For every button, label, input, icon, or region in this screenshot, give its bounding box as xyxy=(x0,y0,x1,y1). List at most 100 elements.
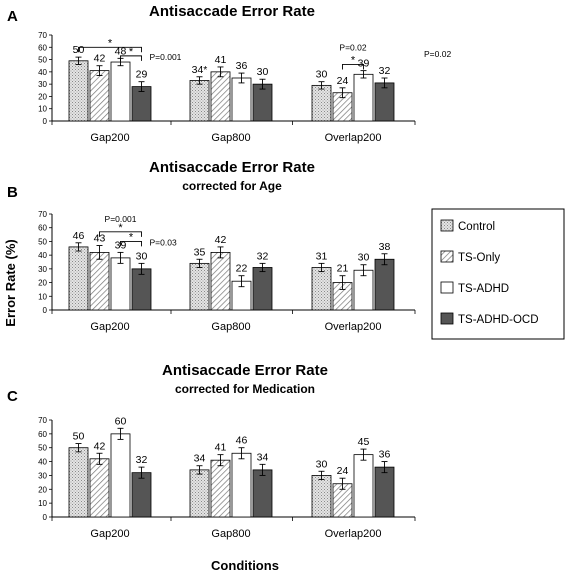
panel-b-significance-bracket xyxy=(99,231,142,237)
legend-swatch-control xyxy=(440,219,454,232)
panel-c-y-tick-label: 60 xyxy=(38,430,47,439)
panel-b-bar-ts-adhd-ocd xyxy=(252,267,273,311)
panel-b-category-label: Gap800 xyxy=(211,321,250,333)
panel-c-bar-control xyxy=(189,469,210,518)
panel-c-bar-ts-adhd-ocd xyxy=(374,466,395,518)
panel-c-y-tick-label: 20 xyxy=(38,485,47,494)
panel-a-title: Antisaccade Error Rate xyxy=(149,3,315,20)
panel-a-category-label: Overlap200 xyxy=(325,132,382,144)
panel-a-bar-ts-adhd-ocd xyxy=(374,82,395,122)
panel-c-value-label: 30 xyxy=(316,458,328,470)
panel-c-y-tick-label: 0 xyxy=(43,513,48,522)
panel-a-significance-star: * xyxy=(108,37,113,49)
panel-c-value-label: 60 xyxy=(115,415,127,427)
panel-b-value-label: 42 xyxy=(215,234,227,246)
panel-b-subtitle: corrected for Age xyxy=(182,179,282,193)
panel-b-bar-control xyxy=(189,262,210,311)
legend-label-control: Control xyxy=(458,221,495,233)
panel-a-value-label: 48 xyxy=(115,45,127,57)
panel-b-category-label: Gap200 xyxy=(90,321,129,333)
panel-b-y-tick-label: 10 xyxy=(38,292,47,301)
legend: Control TS-Only TS-ADHD TS-ADHD-OCD xyxy=(431,208,565,340)
panel-a-p-value: P=0.02 xyxy=(424,49,451,59)
panel-a-y-tick-label: 50 xyxy=(38,56,47,65)
panel-c-y-tick-label: 40 xyxy=(38,458,47,467)
panel-c-subtitle: corrected for Medication xyxy=(175,382,315,396)
panel-c: C Antisaccade Error Rate corrected for M… xyxy=(7,362,328,405)
panel-a-value-label: 30 xyxy=(316,69,328,81)
panel-c-value-label: 34 xyxy=(194,453,206,465)
panel-b-bar-control xyxy=(68,246,89,311)
legend-label-ts-adhd: TS-ADHD xyxy=(458,283,509,295)
panel-c-bar-ts-adhd xyxy=(353,454,374,518)
panel-c-value-label: 50 xyxy=(73,431,85,443)
panel-a-y-tick-label: 20 xyxy=(38,92,47,101)
panel-a-significance-bracket xyxy=(342,64,364,70)
panel-c-value-label: 42 xyxy=(94,440,106,452)
panel-b-letter: B xyxy=(7,184,18,201)
panel-c-bar-ts-adhd xyxy=(231,452,252,518)
panel-a-bar-ts-only xyxy=(89,70,110,122)
panel-c-category-label: Overlap200 xyxy=(325,528,382,540)
panel-a-value-label: 41 xyxy=(215,54,227,66)
panel-a-bar-ts-adhd xyxy=(231,77,252,122)
panel-b-value-label: 21 xyxy=(337,263,349,275)
panel-a-value-label: 42 xyxy=(94,53,106,65)
panel-c-category-label: Gap200 xyxy=(90,528,129,540)
panel-a-value-label: 39 xyxy=(358,58,370,70)
panel-a-value-label: 36 xyxy=(236,60,248,72)
panel-c-bar-control xyxy=(311,475,332,518)
panel-a-significance-star: * xyxy=(351,54,356,66)
panel-a-bar-ts-adhd xyxy=(353,73,374,122)
panel-b-p-value: P=0.001 xyxy=(105,214,137,224)
panel-b-bar-ts-adhd-ocd xyxy=(131,268,152,311)
panel-b-y-tick-label: 30 xyxy=(38,265,47,274)
panel-a-category-label: Gap800 xyxy=(211,132,250,144)
panel-c-value-label: 45 xyxy=(358,436,370,448)
panel-a-letter: A xyxy=(7,8,18,25)
panel-a-bar-control xyxy=(68,60,89,122)
panel-c-y-tick-label: 50 xyxy=(38,444,47,453)
panel-a-y-tick-label: 30 xyxy=(38,80,47,89)
panel-b-value-label: 30 xyxy=(358,252,370,264)
panel-c-y-tick-label: 10 xyxy=(38,499,47,508)
legend-swatch-ts-adhd xyxy=(440,281,454,294)
panel-a-value-label: 24 xyxy=(337,75,349,87)
panel-a-y-tick-label: 70 xyxy=(38,31,47,40)
legend-box xyxy=(431,208,565,340)
panel-a-significance-star: * xyxy=(129,46,134,58)
panel-c-value-label: 32 xyxy=(136,454,148,466)
panel-b-bar-control xyxy=(311,267,332,311)
panel-b-y-tick-label: 0 xyxy=(43,306,48,315)
panel-a-y-tick-label: 10 xyxy=(38,105,47,114)
panel-c-bar-ts-only xyxy=(210,459,231,518)
panel-a-y-tick-label: 40 xyxy=(38,68,47,77)
panel-c-category-label: Gap800 xyxy=(211,528,250,540)
panel-b-significance-bracket xyxy=(120,240,142,247)
panel-b-bar-ts-adhd xyxy=(353,269,374,311)
panel-a-significance-bracket xyxy=(120,55,142,61)
panel-a-y-tick-label: 60 xyxy=(38,43,47,52)
legend-label-ts-adhd-ocd: TS-ADHD-OCD xyxy=(458,314,539,326)
panel-b-value-label: 32 xyxy=(257,250,269,262)
panel-b-value-label: 30 xyxy=(136,250,148,262)
panel-a-p-value: P=0.02 xyxy=(339,42,366,52)
panel-c-y-tick-label: 70 xyxy=(38,416,47,425)
panel-c-plot: 0 10 20 30 40 50 60 70 Gap200 Gap800 Overlap200 50 3… xyxy=(38,415,416,540)
panel-b-value-label: 22 xyxy=(236,263,248,275)
panel-a-p-value: P=0.001 xyxy=(150,52,182,62)
panel-c-value-label: 36 xyxy=(379,449,391,461)
panel-a-value-label: 34* xyxy=(192,64,208,76)
panel-c-bar-ts-only xyxy=(89,458,110,518)
panel-b-title: Antisaccade Error Rate xyxy=(149,159,315,176)
panel-b-y-tick-label: 50 xyxy=(38,237,47,246)
panel-b-y-tick-label: 20 xyxy=(38,279,47,288)
panel-c-letter: C xyxy=(7,388,18,405)
panel-a-value-label: 32 xyxy=(379,65,391,77)
panel-b-p-value: P=0.03 xyxy=(150,237,177,247)
panel-b-bar-ts-only xyxy=(210,251,231,311)
panel-b-bar-ts-adhd-ocd xyxy=(374,258,395,311)
panel-c-title: Antisaccade Error Rate xyxy=(162,362,328,379)
